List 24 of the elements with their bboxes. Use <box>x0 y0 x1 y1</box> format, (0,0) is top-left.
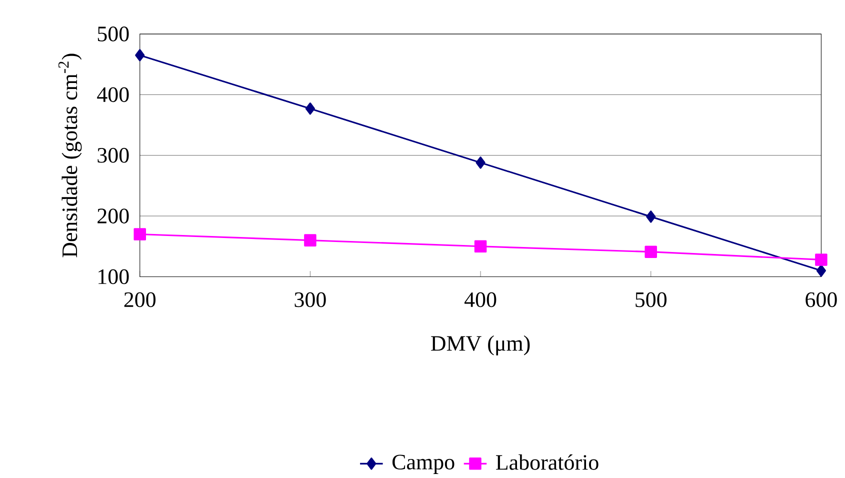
point <box>305 102 315 115</box>
y-tick-label: 500 <box>98 26 129 42</box>
x-tick-label: 500 <box>636 292 667 308</box>
point <box>476 156 486 169</box>
y-tick-label: 300 <box>98 148 129 163</box>
y-tick-label: 200 <box>98 208 129 224</box>
y-axis-title: Densidade (gotas cm$^{-2}$) <box>58 54 82 258</box>
legend-label: Campo <box>392 454 454 474</box>
point <box>646 210 656 223</box>
point <box>815 253 828 266</box>
point <box>135 48 145 62</box>
y-tick-label: 100 <box>98 269 129 284</box>
y-tick-label: 400 <box>97 87 129 102</box>
point <box>644 246 657 258</box>
x-axis-title: DMV (μm) <box>431 335 530 356</box>
x-tick-label: 200 <box>124 292 156 308</box>
point <box>134 228 146 240</box>
x-tick-label: 600 <box>806 292 837 308</box>
point <box>816 264 826 277</box>
x-tick-label: 400 <box>464 292 496 308</box>
point <box>304 234 316 246</box>
x-tick-label: 300 <box>294 292 326 308</box>
legend-label: Laboratório <box>496 454 598 470</box>
point <box>474 240 487 252</box>
